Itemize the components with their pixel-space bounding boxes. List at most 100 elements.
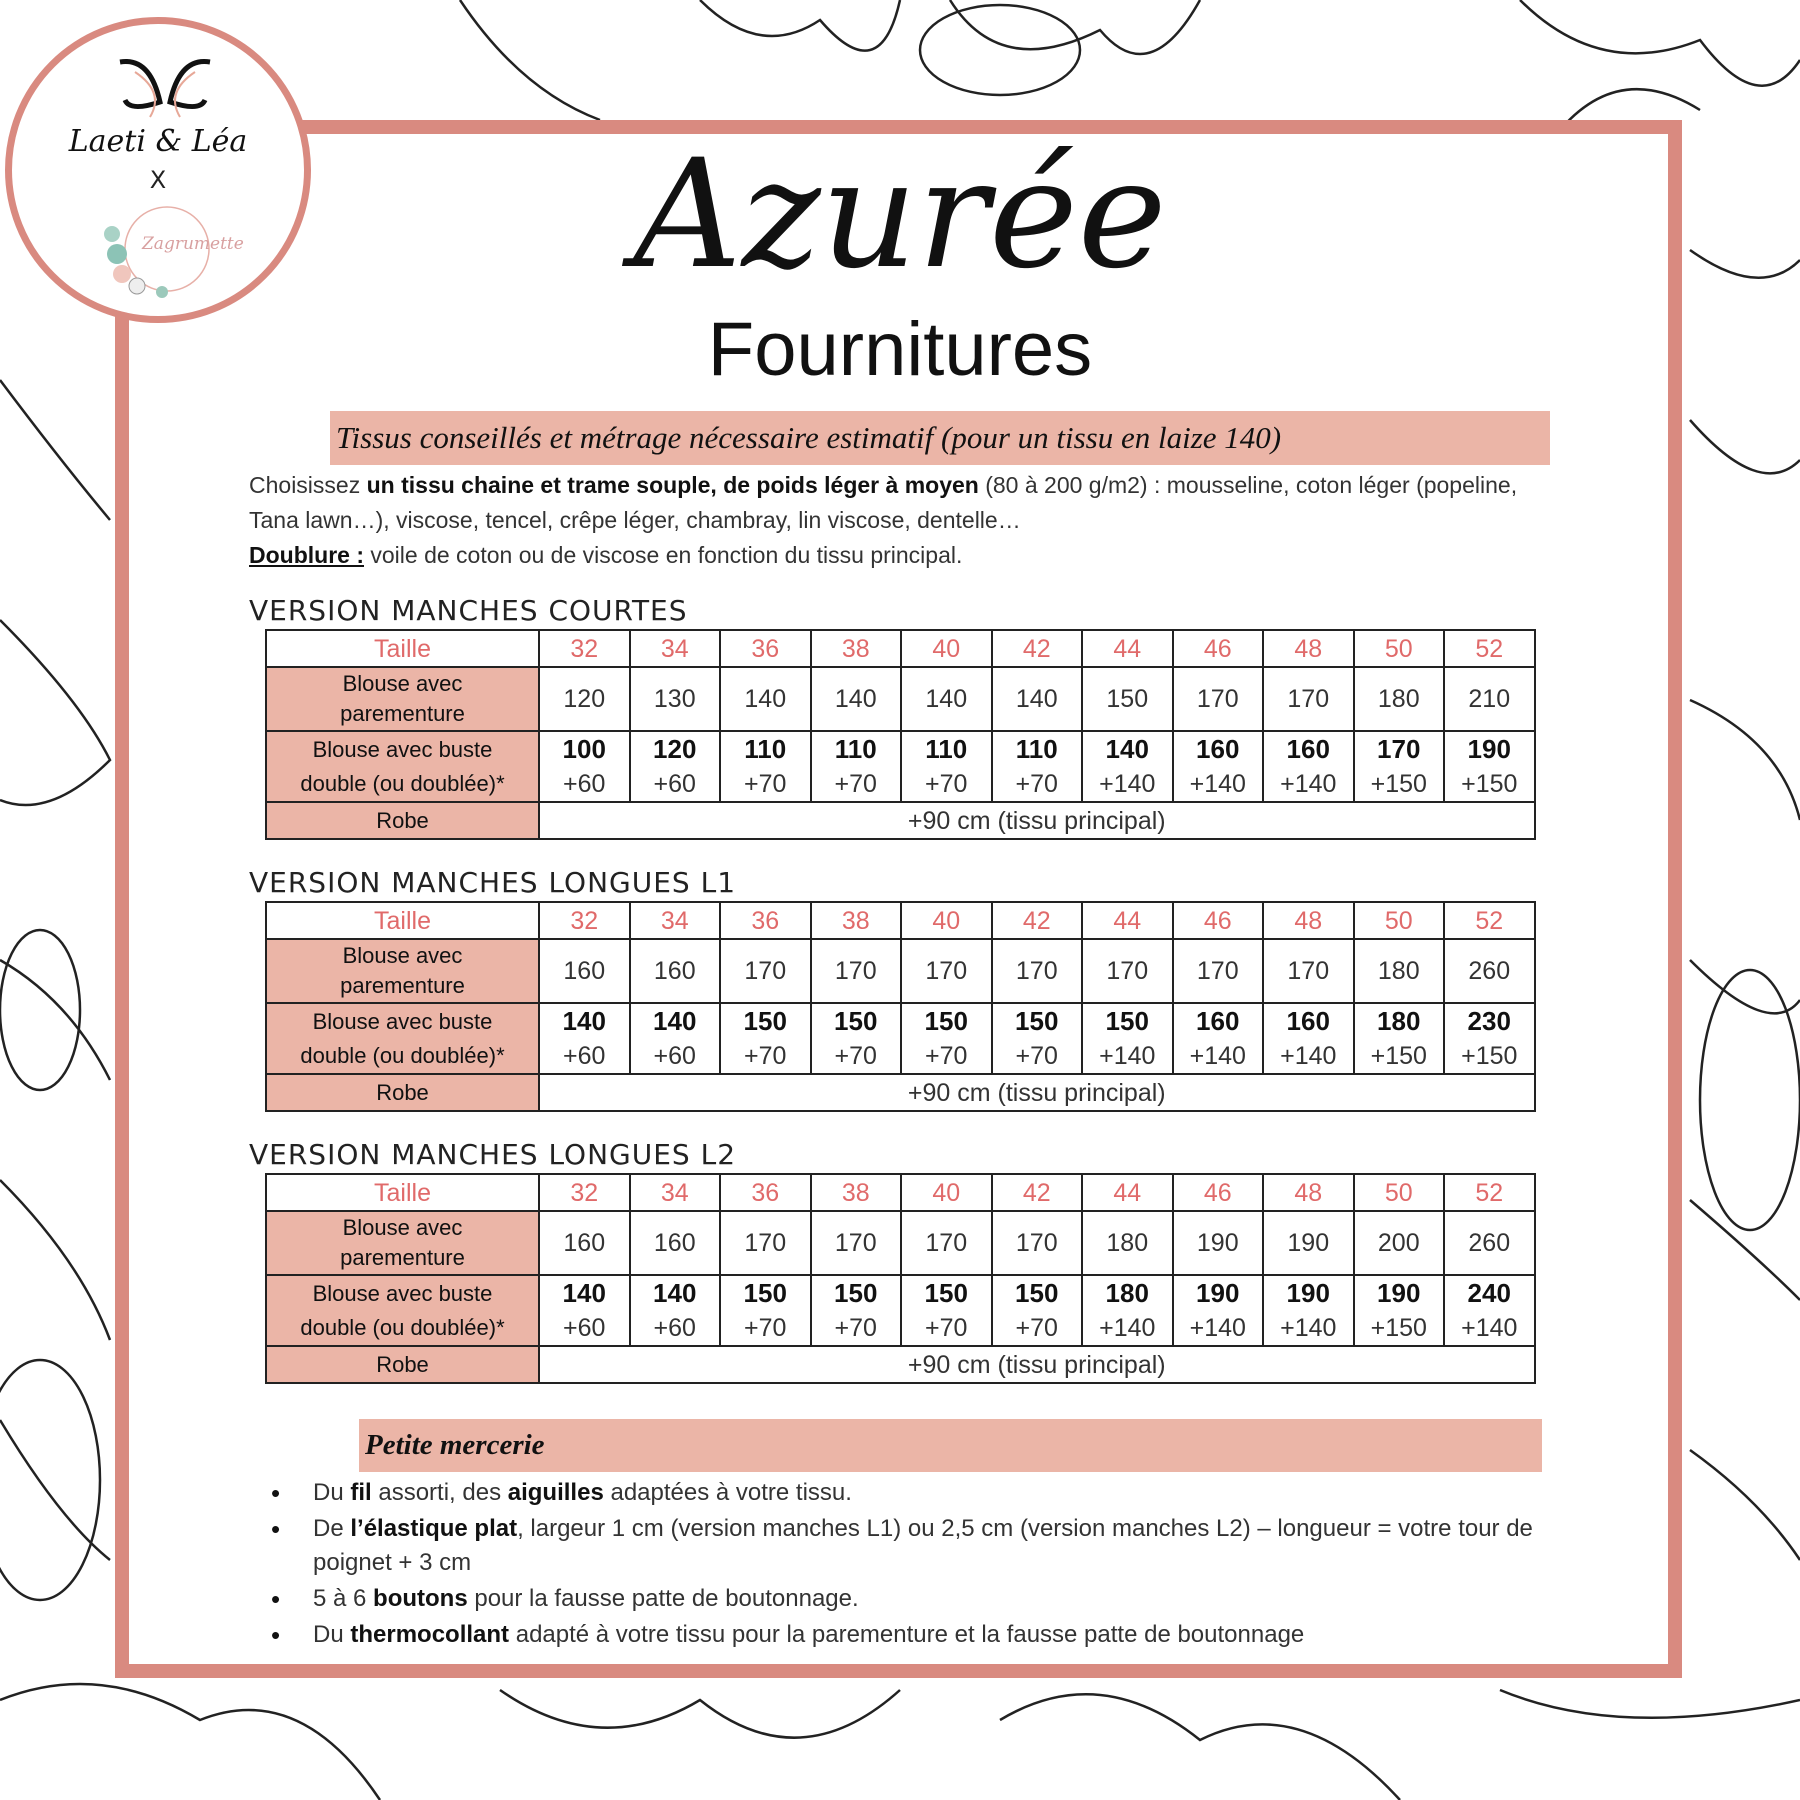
size-header: 32 — [538, 629, 631, 668]
lining-value: +70 — [744, 770, 787, 798]
row-label-size: Taille — [265, 901, 540, 940]
lining-value: +70 — [834, 1314, 877, 1342]
facing-value: 170 — [719, 1210, 812, 1276]
row-label-facing: Blouse avec parementure — [265, 1210, 540, 1276]
size-header: 40 — [900, 629, 993, 668]
lining-value: +60 — [563, 1314, 606, 1342]
fabric-text-2: (80 à 200 g/m2) : mousseline, coton lége… — [249, 472, 1518, 533]
size-header: 36 — [719, 1173, 812, 1212]
facing-value: 210 — [1443, 666, 1536, 732]
size-header: 48 — [1262, 1173, 1355, 1212]
facing-value: 260 — [1443, 1210, 1536, 1276]
main-fabric-value: 160 — [1196, 1006, 1240, 1036]
lining-value: +70 — [834, 770, 877, 798]
label-line: Blouse avec buste — [312, 1280, 493, 1306]
main-fabric-value: 140 — [653, 1006, 697, 1036]
label-line: double (ou doublée)* — [300, 770, 505, 796]
row-label-size: Taille — [265, 1173, 540, 1212]
notion-bold-text: aiguilles — [507, 1479, 604, 1506]
facing-value: 160 — [538, 1210, 631, 1276]
double-value: 160 +140 — [1171, 1002, 1264, 1075]
table-title: VERSION MANCHES COURTES — [249, 594, 688, 627]
yardage-table: Taille 32 34 36 38 40 42 44 46 48 50 52 Blouse avec p… — [265, 1173, 1536, 1384]
double-value: 150 +70 — [809, 1002, 902, 1075]
facing-value: 200 — [1352, 1210, 1445, 1276]
notion-text: adaptées à votre tissu. — [603, 1479, 852, 1506]
size-header: 40 — [900, 901, 993, 940]
double-value: 140 +140 — [1081, 730, 1174, 803]
row-label-dress: Robe — [265, 1073, 540, 1112]
facing-value: 180 — [1352, 938, 1445, 1004]
facing-value: 170 — [1262, 666, 1355, 732]
label-line: parementure — [340, 1245, 465, 1270]
main-fabric-value: 150 — [924, 1006, 968, 1036]
lining-value: +70 — [925, 1042, 968, 1070]
main-fabric-value: 160 — [1286, 734, 1330, 764]
lining-value: +70 — [1015, 1314, 1058, 1342]
main-fabric-value: 150 — [924, 1278, 968, 1308]
size-header: 36 — [719, 901, 812, 940]
facing-value: 170 — [1262, 938, 1355, 1004]
row-label-double: Blouse avec buste double (ou doublée)* — [265, 1274, 540, 1347]
lining-value: +70 — [744, 1042, 787, 1070]
facing-value: 190 — [1171, 1210, 1264, 1276]
lining-value: +140 — [1189, 1314, 1246, 1342]
butterfly-logo-icon — [119, 59, 211, 118]
size-header: 34 — [628, 1173, 721, 1212]
lining-value: +150 — [1370, 1314, 1427, 1342]
facing-value: 260 — [1443, 938, 1536, 1004]
facing-value: 170 — [900, 1210, 993, 1276]
row-label-double: Blouse avec buste double (ou doublée)* — [265, 730, 540, 803]
notion-item: Du thermocollant adapté à votre tissu po… — [271, 1618, 1557, 1652]
facing-value: 160 — [628, 1210, 721, 1276]
lining-value: +140 — [1461, 1314, 1518, 1342]
size-header: 48 — [1262, 629, 1355, 668]
lining-value: +140 — [1099, 1314, 1156, 1342]
main-fabric-value: 150 — [1015, 1006, 1059, 1036]
double-value: 190 +150 — [1352, 1274, 1445, 1347]
yardage-table: Taille 32 34 36 38 40 42 44 46 48 50 52 Blouse avec p… — [265, 901, 1536, 1112]
main-fabric-value: 110 — [925, 734, 968, 764]
lining-value: +70 — [1015, 1042, 1058, 1070]
facing-value: 170 — [990, 938, 1083, 1004]
label-line: Blouse avec — [342, 671, 463, 696]
lining-value: +150 — [1370, 1042, 1427, 1070]
row-label-dress: Robe — [265, 1345, 540, 1384]
logo-collab-x: X — [149, 166, 167, 194]
notion-text: 5 à 6 — [313, 1585, 374, 1612]
content-frame — [115, 120, 1682, 1678]
yardage-table: Taille 32 34 36 38 40 42 44 46 48 50 52 Blouse avec p… — [265, 629, 1536, 840]
main-fabric-value: 170 — [1377, 734, 1421, 764]
lining-value: +60 — [653, 770, 696, 798]
size-header: 46 — [1171, 901, 1264, 940]
table-title: VERSION MANCHES LONGUES L2 — [249, 1138, 737, 1171]
facing-value: 170 — [900, 938, 993, 1004]
notion-text: adapté à votre tissu pour la parementure… — [509, 1621, 1305, 1648]
double-value: 140 +60 — [538, 1274, 631, 1347]
size-header: 50 — [1352, 629, 1445, 668]
notion-text: pour la fausse patte de boutonnage. — [467, 1585, 859, 1612]
label-line: double (ou doublée)* — [300, 1042, 505, 1068]
double-value: 110 +70 — [900, 730, 993, 803]
lining-value: +60 — [563, 1042, 606, 1070]
fabric-text-bold: un tissu chaine et trame souple, de poid… — [366, 472, 979, 498]
size-header: 42 — [990, 901, 1083, 940]
double-value: 140 +60 — [538, 1002, 631, 1075]
main-fabric-value: 120 — [653, 734, 697, 764]
main-fabric-value: 110 — [1015, 734, 1058, 764]
double-value: 150 +70 — [809, 1274, 902, 1347]
row-label-facing: Blouse avec parementure — [265, 938, 540, 1004]
double-value: 100 +60 — [538, 730, 631, 803]
notion-text: assorti, des — [371, 1479, 508, 1506]
main-fabric-value: 240 — [1467, 1278, 1511, 1308]
label-line: Blouse avec — [342, 943, 463, 968]
lining-value: +60 — [653, 1042, 696, 1070]
lining-value: +70 — [1015, 770, 1058, 798]
double-value: 110 +70 — [719, 730, 812, 803]
size-header: 34 — [628, 901, 721, 940]
dress-value: +90 cm (tissu principal) — [538, 1345, 1536, 1384]
facing-value: 140 — [719, 666, 812, 732]
size-header: 52 — [1443, 1173, 1536, 1212]
label-line: parementure — [340, 973, 465, 998]
